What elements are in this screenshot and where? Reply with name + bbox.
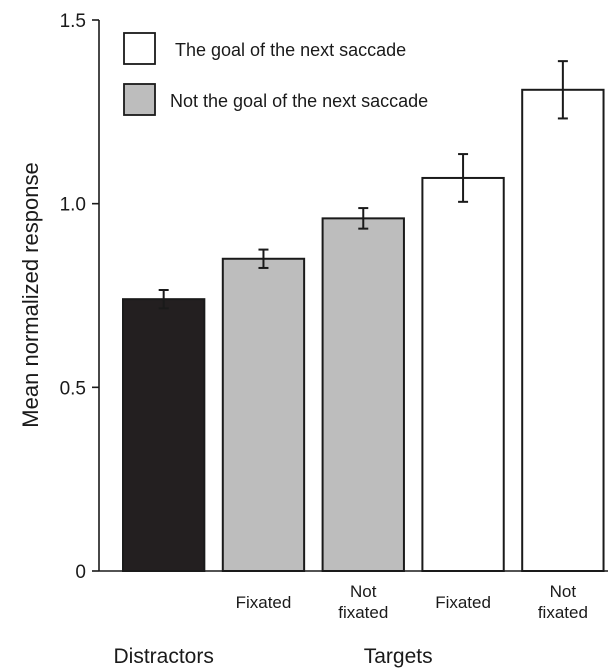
bar bbox=[122, 298, 206, 572]
y-tick-label: 0 bbox=[75, 562, 86, 583]
y-tick-label: 1.5 bbox=[60, 11, 86, 32]
category-label: Not fixated bbox=[538, 582, 588, 622]
category-labels: Fixated Not fixated Fixated Not fixated bbox=[236, 582, 588, 622]
y-ticks: 0 0.5 1.0 1.5 bbox=[60, 11, 99, 583]
bar bbox=[521, 88, 605, 572]
y-tick-label: 0.5 bbox=[60, 378, 86, 399]
bar bbox=[421, 176, 505, 572]
y-axis-label: Mean normalized response bbox=[18, 162, 43, 427]
category-label: Not fixated bbox=[338, 582, 388, 622]
legend-label: The goal of the next saccade bbox=[175, 40, 406, 60]
legend-label: Not the goal of the next saccade bbox=[170, 91, 428, 111]
category-label: Fixated bbox=[435, 593, 491, 612]
error-bars bbox=[158, 60, 568, 310]
group-label: Targets bbox=[364, 645, 433, 668]
bar bbox=[221, 257, 306, 572]
legend-swatch bbox=[123, 83, 156, 116]
y-tick-label: 1.0 bbox=[60, 195, 86, 216]
legend-swatch bbox=[123, 32, 156, 65]
group-labels: Distractors Targets bbox=[113, 645, 432, 668]
bar bbox=[321, 217, 405, 573]
category-label: Fixated bbox=[236, 593, 292, 612]
bars bbox=[122, 88, 605, 573]
group-label: Distractors bbox=[113, 645, 213, 668]
legend: The goal of the next saccade Not the goal… bbox=[123, 32, 428, 116]
